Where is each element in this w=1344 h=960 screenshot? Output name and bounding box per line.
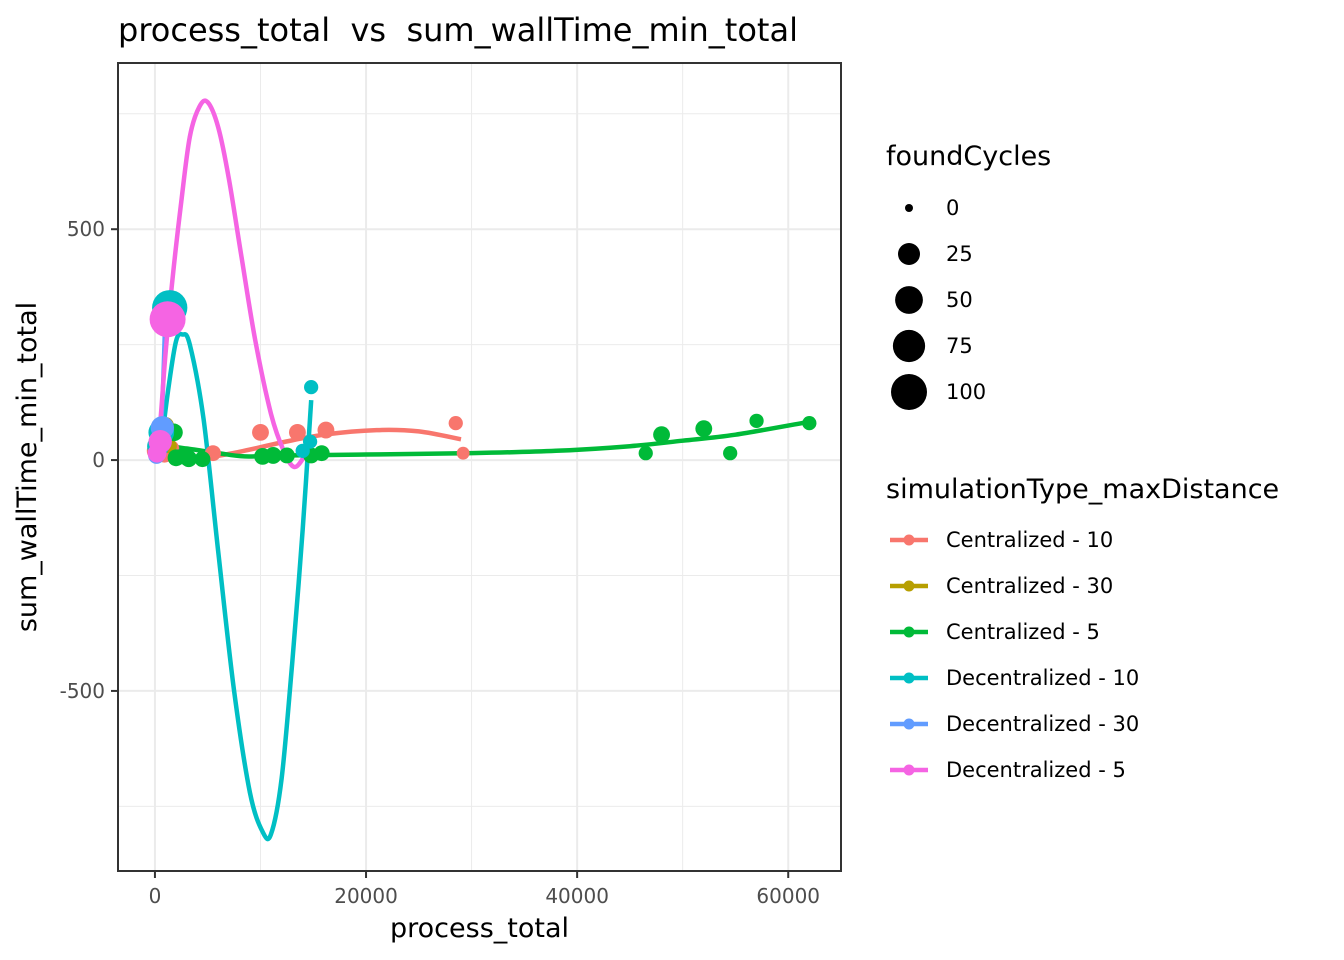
grid	[118, 63, 841, 871]
size-legend-key	[905, 204, 913, 212]
data-points	[146, 290, 817, 468]
axes: 0 20000 40000 60000 -500 0 500	[60, 217, 820, 908]
color-legend-label: Centralized - 10	[946, 528, 1113, 552]
size-legend-key	[898, 243, 920, 265]
curve-centralized-5	[159, 419, 810, 459]
point-decentralized-10	[304, 379, 319, 395]
size-legend-title: foundCycles	[886, 141, 1051, 172]
point-decentralized-5	[149, 301, 186, 338]
color-legend-dot	[903, 718, 915, 730]
point-centralized-5	[278, 447, 295, 464]
point-centralized-5	[749, 413, 764, 428]
color-legend-label: Decentralized - 30	[946, 712, 1139, 736]
point-decentralized-10	[295, 443, 310, 458]
color-legend-dot	[903, 626, 915, 638]
point-centralized-10	[317, 421, 335, 439]
plot-background	[118, 63, 841, 871]
point-centralized-5	[695, 420, 713, 438]
chart-title: process_total vs sum_wallTime_min_total	[118, 11, 798, 49]
point-centralized-5	[180, 450, 198, 468]
color-legend-dot	[903, 764, 915, 776]
y-tick-label: 0	[92, 448, 105, 472]
point-centralized-5	[194, 451, 211, 468]
x-tick-label: 20000	[334, 884, 398, 908]
point-centralized-5	[723, 446, 738, 461]
color-legend-dot	[903, 672, 915, 684]
curve-decentralized-10	[159, 331, 314, 842]
point-centralized-10	[289, 423, 306, 441]
y-axis-title: sum_wallTime_min_total	[12, 302, 43, 632]
point-centralized-5	[638, 446, 653, 461]
size-legend-key	[895, 286, 923, 314]
size-legend-label: 25	[946, 242, 973, 266]
plot-border	[117, 62, 842, 872]
color-legend: simulationType_maxDistance Centralized -…	[886, 474, 1279, 782]
color-legend-label: Decentralized - 10	[946, 666, 1139, 690]
color-legend-dot	[903, 534, 915, 546]
size-legend-label: 75	[946, 334, 973, 358]
y-tick-label: -500	[60, 679, 105, 703]
x-tick-label: 0	[149, 884, 162, 908]
size-legend-label: 50	[946, 288, 973, 312]
point-centralized-5	[264, 447, 282, 464]
point-centralized-10	[448, 416, 463, 431]
size-legend-label: 100	[946, 380, 986, 404]
y-tick-label: 500	[67, 217, 105, 241]
size-legend: foundCycles 0 25 50 75 100	[886, 141, 1051, 410]
point-centralized-10	[252, 423, 269, 441]
point-decentralized-5	[147, 443, 167, 463]
point-centralized-10	[456, 446, 470, 460]
x-axis-title: process_total	[390, 913, 569, 944]
color-legend-label: Decentralized - 5	[946, 758, 1126, 782]
x-tick-label: 60000	[756, 884, 820, 908]
color-legend-dot	[903, 580, 915, 592]
size-legend-label: 0	[946, 196, 959, 220]
x-tick-label: 40000	[545, 884, 609, 908]
size-legend-key	[892, 329, 926, 363]
color-legend-label: Centralized - 5	[946, 620, 1100, 644]
plot-panel	[117, 62, 842, 872]
size-legend-key	[891, 374, 927, 410]
point-centralized-5	[653, 426, 670, 444]
color-legend-title: simulationType_maxDistance	[886, 474, 1279, 505]
point-centralized-5	[802, 416, 817, 431]
color-legend-label: Centralized - 30	[946, 574, 1113, 598]
point-centralized-5	[313, 445, 330, 462]
